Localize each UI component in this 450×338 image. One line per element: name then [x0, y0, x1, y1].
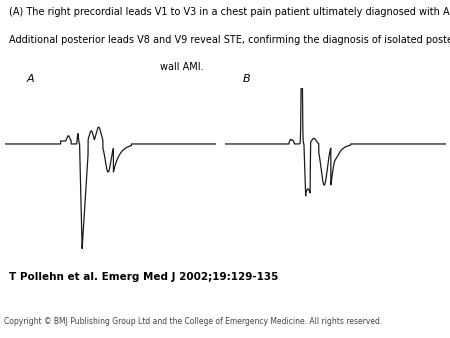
Text: B: B	[242, 74, 250, 84]
Text: wall AMI.: wall AMI.	[160, 62, 204, 72]
Text: T Pollehn et al. Emerg Med J 2002;19:129-135: T Pollehn et al. Emerg Med J 2002;19:129…	[9, 272, 279, 282]
Text: (A) The right precordial leads V1 to V3 in a chest pain patient ultimately diagn: (A) The right precordial leads V1 to V3 …	[9, 7, 450, 17]
Text: A: A	[26, 74, 34, 84]
Text: Copyright © BMJ Publishing Group Ltd and the College of Emergency Medicine. All : Copyright © BMJ Publishing Group Ltd and…	[4, 317, 383, 325]
Text: EMJ: EMJ	[383, 309, 418, 327]
Text: Additional posterior leads V8 and V9 reveal STE, confirming the diagnosis of iso: Additional posterior leads V8 and V9 rev…	[9, 35, 450, 45]
